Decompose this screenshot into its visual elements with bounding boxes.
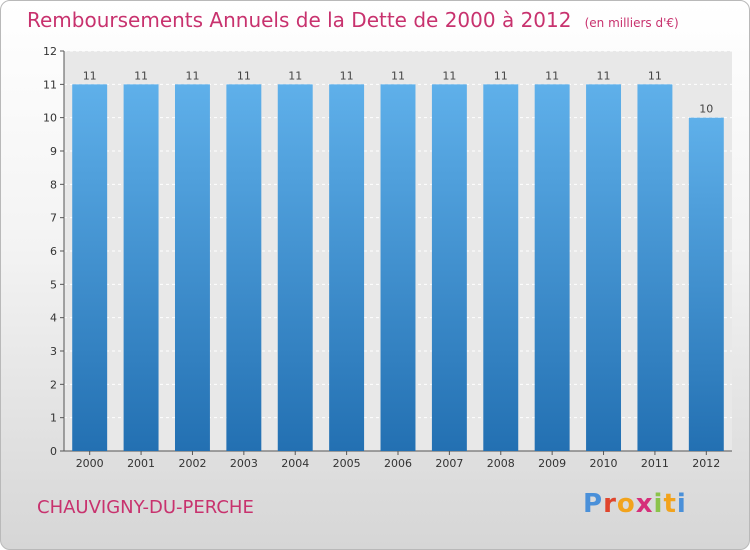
x-tick-label: 2003 (230, 457, 258, 470)
x-tick-label: 2008 (487, 457, 515, 470)
y-tick-label: 3 (50, 345, 57, 358)
x-tick-label: 2012 (692, 457, 720, 470)
value-label: 11 (648, 69, 662, 82)
x-tick-label: 2011 (641, 457, 669, 470)
bar-2002 (174, 84, 210, 451)
logo-letter: t (663, 489, 677, 519)
logo-letter: i (653, 489, 664, 519)
value-label: 10 (699, 103, 713, 116)
bar-2009 (534, 84, 570, 451)
value-label: 11 (237, 69, 251, 82)
title-row: Remboursements Annuels de la Dette de 20… (27, 8, 679, 32)
value-label: 11 (545, 69, 559, 82)
value-label: 11 (391, 69, 405, 82)
commune-name: CHAUVIGNY-DU-PERCHE (37, 497, 254, 518)
logo-letter: P (583, 489, 604, 519)
bar-2001 (123, 84, 159, 451)
value-label: 11 (83, 69, 97, 82)
value-label: 11 (288, 69, 302, 82)
bar-2010 (586, 84, 622, 451)
bar-2011 (637, 84, 673, 451)
y-tick-label: 11 (43, 78, 57, 91)
y-tick-label: 1 (50, 412, 57, 425)
value-label: 11 (185, 69, 199, 82)
value-label: 11 (442, 69, 456, 82)
x-tick-label: 2005 (333, 457, 361, 470)
x-tick-label: 2009 (538, 457, 566, 470)
x-tick-label: 2007 (435, 457, 463, 470)
value-label: 11 (340, 69, 354, 82)
logo-letter: i (676, 489, 687, 519)
bar-2012 (688, 117, 724, 452)
y-tick-label: 2 (50, 378, 57, 391)
y-tick-label: 12 (43, 45, 57, 58)
y-tick-label: 8 (50, 178, 57, 191)
bar-2005 (329, 84, 365, 451)
bar-2006 (380, 84, 416, 451)
y-tick-label: 5 (50, 278, 57, 291)
x-tick-label: 2001 (127, 457, 155, 470)
logo-letter: x (635, 489, 654, 519)
y-tick-label: 4 (50, 312, 57, 325)
y-tick-label: 0 (50, 445, 57, 458)
x-tick-label: 2006 (384, 457, 412, 470)
value-label: 11 (494, 69, 508, 82)
y-tick-label: 7 (50, 212, 57, 225)
bar-2004 (277, 84, 313, 451)
x-tick-label: 2004 (281, 457, 309, 470)
x-tick-label: 2000 (76, 457, 104, 470)
x-tick-label: 2010 (590, 457, 618, 470)
x-tick-label: 2002 (178, 457, 206, 470)
bar-2007 (431, 84, 467, 451)
y-tick-label: 6 (50, 245, 57, 258)
logo-letter: o (616, 489, 636, 519)
y-tick-label: 9 (50, 145, 57, 158)
logo-letter: r (603, 489, 617, 519)
bar-2008 (483, 84, 519, 451)
chart-title: Remboursements Annuels de la Dette de 20… (27, 8, 572, 32)
chart-subtitle: (en milliers d'€) (584, 16, 679, 30)
bar-2003 (226, 84, 262, 451)
y-tick-label: 10 (43, 112, 57, 125)
value-label: 11 (597, 69, 611, 82)
bar-2000 (72, 84, 108, 451)
value-label: 11 (134, 69, 148, 82)
proxiti-logo: Proxiti (583, 489, 687, 519)
